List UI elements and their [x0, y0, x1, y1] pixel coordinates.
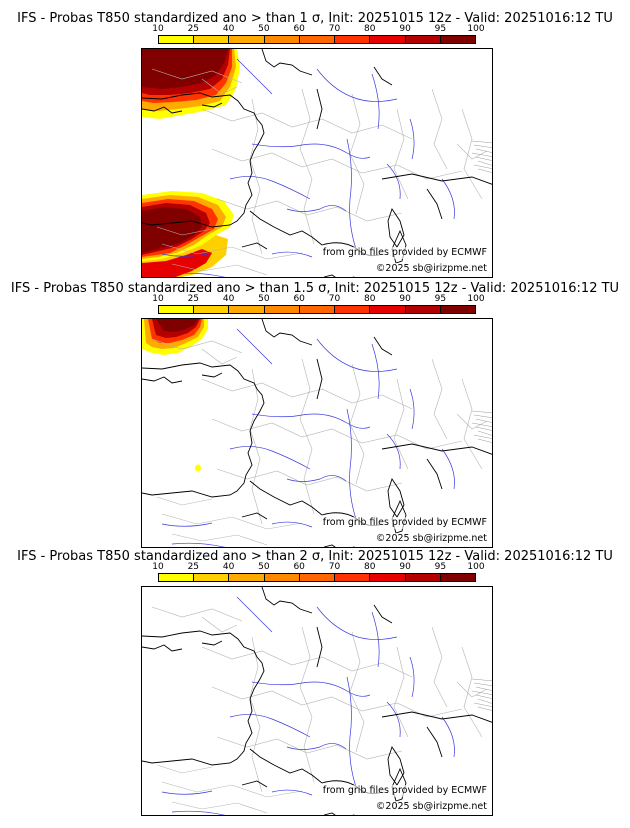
map-canvas	[142, 319, 492, 547]
colorbar-tick: 40	[222, 294, 235, 304]
colorbar-tick: 60	[293, 294, 305, 304]
colorbar-tick: 80	[364, 24, 376, 34]
colorbar-tick: 70	[328, 562, 341, 572]
panel-1: IFS - Probas T850 standardized ano > tha…	[0, 11, 630, 281]
colorbar-segment	[229, 306, 265, 313]
colorbar-tick: 10	[152, 562, 164, 572]
colorbar-tick: 50	[258, 294, 270, 304]
colorbar-segment	[370, 306, 406, 313]
colorbar-tick: 95	[434, 294, 447, 304]
colorbar-tick: 90	[399, 562, 411, 572]
colorbar-segment	[194, 574, 230, 581]
map: from grib files provided by ECMWF ©2025 …	[141, 318, 493, 548]
colorbar-segment	[370, 36, 406, 43]
colorbar-segment	[405, 574, 441, 581]
colorbar-segment	[299, 306, 336, 313]
colorbar-segment	[405, 36, 441, 43]
colorbar-segment	[370, 574, 406, 581]
colorbar	[158, 573, 476, 582]
probability-area-northwest	[142, 319, 208, 355]
colorbar	[158, 35, 476, 44]
colorbar-tick: 70	[328, 24, 341, 34]
colorbar-segment	[299, 36, 336, 43]
colorbar-segment	[159, 36, 195, 43]
colorbar-ticks: 10 25 40 50 60 70 80 90 95 100	[152, 294, 484, 305]
data-source-credit: from grib files provided by ECMWF	[322, 247, 487, 259]
colorbar-tick: 100	[467, 294, 485, 304]
colorbar-tick: 50	[258, 562, 270, 572]
colorbar-tick: 50	[258, 24, 270, 34]
colorbar-tick: 25	[187, 562, 200, 572]
colorbar-tick: 70	[328, 294, 341, 304]
probability-area-small	[195, 464, 201, 472]
colorbar-tick: 60	[293, 24, 305, 34]
colorbar-tick: 60	[293, 562, 305, 572]
colorbar-segment	[229, 36, 265, 43]
colorbar-segment	[440, 574, 475, 581]
colorbar-segment	[335, 36, 371, 43]
colorbar-segment	[299, 574, 336, 581]
colorbar-segment	[264, 574, 300, 581]
copyright-credit: ©2025 sb@irizpme.net	[375, 801, 487, 813]
colorbar-tick: 25	[187, 24, 200, 34]
panel-title: IFS - Probas T850 standardized ano > tha…	[17, 549, 613, 564]
data-source-credit: from grib files provided by ECMWF	[322, 785, 487, 797]
colorbar-segment	[335, 574, 371, 581]
map: from grib files provided by ECMWF ©2025 …	[141, 48, 493, 278]
colorbar-segment	[159, 574, 195, 581]
colorbar-segment	[440, 36, 475, 43]
colorbar-segment	[405, 306, 441, 313]
colorbar-ticks: 10 25 40 50 60 70 80 90 95 100	[152, 562, 484, 573]
colorbar	[158, 305, 476, 314]
colorbar-tick: 100	[467, 562, 485, 572]
colorbar-tick: 10	[152, 294, 164, 304]
panel-title: IFS - Probas T850 standardized ano > tha…	[17, 11, 613, 26]
map-canvas	[142, 587, 492, 815]
probability-area-southwest	[142, 191, 234, 277]
colorbar-segment	[440, 306, 475, 313]
colorbar-tick: 10	[152, 24, 164, 34]
map: from grib files provided by ECMWF ©2025 …	[141, 586, 493, 816]
copyright-credit: ©2025 sb@irizpme.net	[375, 263, 487, 275]
panel-3: IFS - Probas T850 standardized ano > tha…	[0, 549, 630, 819]
colorbar-segment	[264, 36, 300, 43]
colorbar-tick: 80	[364, 294, 376, 304]
panel-2: IFS - Probas T850 standardized ano > tha…	[0, 281, 630, 551]
colorbar-tick: 90	[399, 294, 411, 304]
colorbar-segment	[229, 574, 265, 581]
probability-area-northwest	[142, 49, 240, 119]
colorbar-segment	[194, 306, 230, 313]
colorbar-tick: 100	[467, 24, 485, 34]
panel-title: IFS - Probas T850 standardized ano > tha…	[10, 281, 620, 296]
colorbar-tick: 25	[187, 294, 200, 304]
colorbar-tick: 40	[222, 562, 235, 572]
colorbar-tick: 90	[399, 24, 411, 34]
colorbar-tick: 40	[222, 24, 235, 34]
colorbar-segment	[194, 36, 230, 43]
colorbar-tick: 80	[364, 562, 376, 572]
copyright-credit: ©2025 sb@irizpme.net	[375, 533, 487, 545]
colorbar-segment	[335, 306, 371, 313]
colorbar-segment	[264, 306, 300, 313]
colorbar-ticks: 10 25 40 50 60 70 80 90 95 100	[152, 24, 484, 35]
colorbar-tick: 95	[434, 562, 447, 572]
map-canvas	[142, 49, 492, 277]
colorbar-segment	[159, 306, 195, 313]
data-source-credit: from grib files provided by ECMWF	[322, 517, 487, 529]
colorbar-tick: 95	[434, 24, 447, 34]
